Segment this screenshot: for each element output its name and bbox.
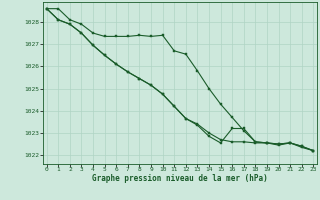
X-axis label: Graphe pression niveau de la mer (hPa): Graphe pression niveau de la mer (hPa) (92, 174, 268, 183)
